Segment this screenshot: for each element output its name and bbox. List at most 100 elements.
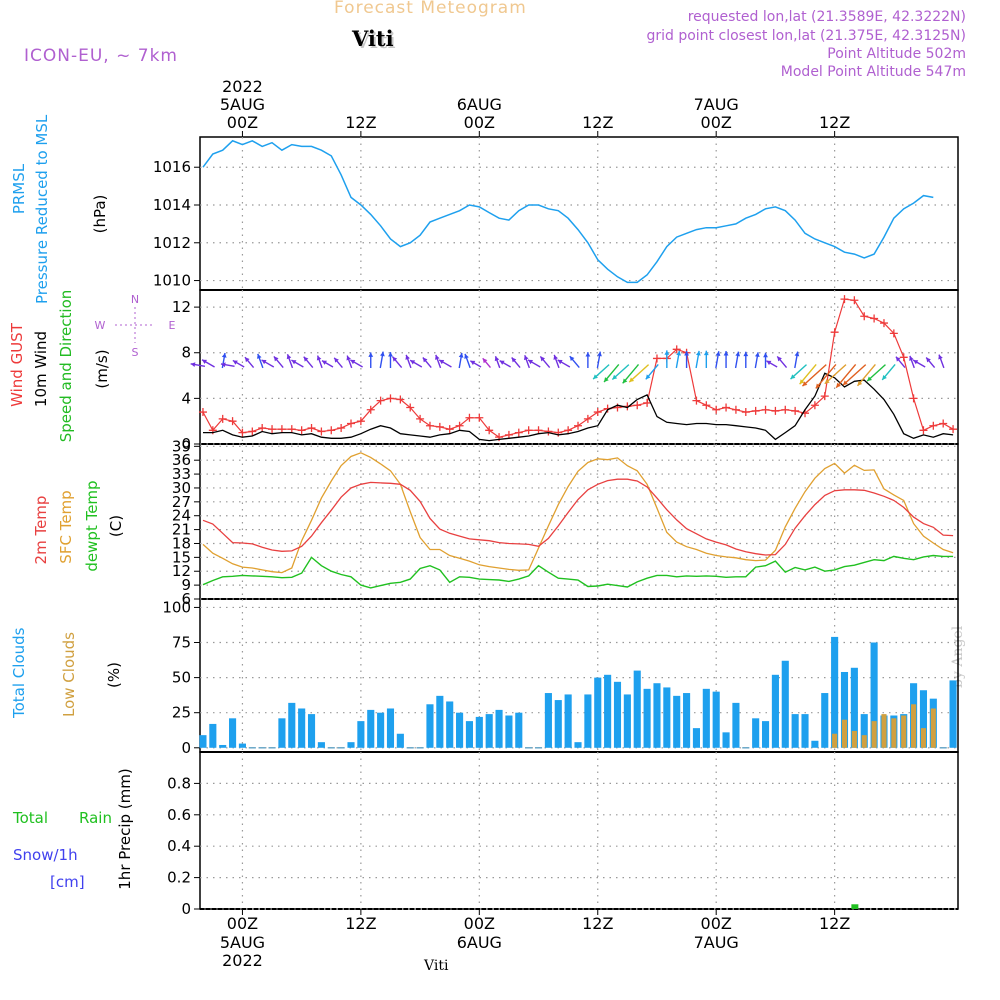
total-cloud-bar bbox=[495, 709, 503, 748]
wind-arrow-head bbox=[695, 350, 701, 356]
wind-arrow-head bbox=[909, 355, 914, 361]
temp-y-tick-label: 36 bbox=[172, 451, 191, 469]
top-time-label: 00Z bbox=[701, 113, 732, 132]
low-cloud-bar bbox=[891, 718, 897, 748]
total-cloud-bar bbox=[485, 714, 493, 748]
top-time-label: 12Z bbox=[345, 113, 376, 132]
gust-marker bbox=[574, 421, 583, 430]
top-time-label: 5AUG bbox=[220, 95, 265, 114]
total-cloud-bar bbox=[456, 712, 464, 748]
rain-bar bbox=[851, 904, 859, 909]
low-cloud-bar bbox=[871, 721, 877, 748]
wind-direction-arrow bbox=[675, 350, 681, 369]
gust-marker bbox=[445, 425, 454, 434]
wind-direction-arrow bbox=[333, 357, 343, 368]
wind-direction-arrow bbox=[201, 359, 215, 368]
temp-y-tick-label: 21 bbox=[172, 521, 191, 539]
wind-direction-arrow bbox=[703, 350, 709, 368]
gust-marker bbox=[198, 408, 207, 417]
wind-arrow-head bbox=[557, 359, 563, 365]
wind-direction-arrow bbox=[409, 359, 423, 368]
gust-marker bbox=[702, 401, 711, 410]
low-cloud-bar bbox=[920, 728, 927, 748]
wind-arrow-head bbox=[523, 355, 529, 361]
wind-arrow-head bbox=[540, 356, 546, 362]
total-cloud-bar bbox=[278, 718, 286, 748]
gust-marker bbox=[277, 425, 286, 434]
total-cloud-bar bbox=[781, 660, 789, 748]
wind-y-tick-label: 12 bbox=[172, 298, 191, 316]
gust-marker bbox=[307, 424, 316, 433]
gust-marker bbox=[751, 406, 760, 415]
wind-arrow-head bbox=[464, 353, 469, 359]
wind-direction-arrow bbox=[232, 359, 245, 368]
wind-direction-arrow bbox=[379, 351, 385, 369]
gust-marker bbox=[376, 396, 385, 405]
wind-direction-arrow bbox=[494, 355, 501, 369]
wind-direction-arrow bbox=[291, 359, 304, 368]
bottom-time-label: 2022 bbox=[222, 951, 263, 970]
total-cloud-bar bbox=[732, 702, 740, 748]
wind-arrow-head bbox=[528, 359, 534, 365]
total-cloud-bar bbox=[613, 681, 622, 748]
model-label: ICON-EU, ~ 7km bbox=[24, 46, 178, 66]
chart-title: Forecast Meteogram bbox=[334, 0, 527, 18]
total-cloud-bar bbox=[683, 693, 691, 748]
wind-arrow-head bbox=[439, 359, 445, 365]
wind-direction-arrow bbox=[603, 364, 620, 383]
wind-arrow-head bbox=[754, 352, 760, 358]
total-cloud-bar bbox=[396, 733, 404, 748]
pressure-panel-frame bbox=[199, 136, 959, 291]
temp-y-tick-label: 18 bbox=[172, 534, 191, 552]
wind-direction-arrow bbox=[539, 355, 551, 368]
total-cloud-bar bbox=[811, 740, 819, 748]
gust-marker bbox=[781, 405, 790, 414]
total-cloud-bar bbox=[505, 715, 513, 748]
dewpt-line bbox=[202, 554, 954, 589]
wind-arrow-head bbox=[350, 359, 356, 365]
wind-direction-arrow bbox=[316, 355, 323, 369]
total-cloud-bar bbox=[357, 721, 365, 748]
wind-arrow-shaft bbox=[842, 364, 867, 386]
wind-arrow-head bbox=[494, 356, 500, 362]
wind-direction-arrow bbox=[866, 364, 886, 382]
low-cloud-bar bbox=[861, 735, 867, 748]
gust-marker bbox=[425, 421, 434, 430]
gust-marker bbox=[889, 329, 898, 338]
wind-direction-arrow bbox=[715, 351, 721, 369]
wind-arrow-head bbox=[597, 351, 602, 357]
temp-y-tick-label: 27 bbox=[172, 493, 191, 511]
gust-marker bbox=[909, 394, 918, 403]
wind-arrow-head bbox=[190, 362, 196, 367]
top-time-label: 00Z bbox=[227, 113, 258, 132]
compass-s-label: S bbox=[132, 346, 139, 359]
wind-arrow-shaft bbox=[801, 364, 827, 387]
gust-marker bbox=[731, 405, 740, 414]
top-time-label: 12Z bbox=[582, 113, 613, 132]
gust-line bbox=[202, 298, 954, 438]
wind-direction-arrow bbox=[392, 356, 403, 368]
wind-arrow-head bbox=[723, 351, 729, 356]
gust-marker bbox=[218, 414, 227, 423]
wind-direction-arrow bbox=[801, 364, 827, 387]
gust-marker bbox=[356, 417, 365, 426]
wind-arrow-head bbox=[244, 357, 250, 363]
top-time-label: 12Z bbox=[819, 113, 850, 132]
wind-arrow-head bbox=[261, 359, 267, 365]
top-time-label: 6AUG bbox=[457, 95, 502, 114]
pressure-y-tick-label: 1014 bbox=[153, 196, 191, 214]
total-cloud-bar bbox=[870, 642, 878, 748]
bottom-time-label: 00Z bbox=[227, 914, 258, 933]
temp-y-tick-label: 9 bbox=[181, 576, 191, 594]
wind-arrow-head bbox=[794, 351, 800, 357]
wind-arrow-head bbox=[368, 352, 374, 357]
total-cloud-bar bbox=[307, 714, 316, 748]
wind-direction-arrow bbox=[557, 359, 571, 368]
low-cloud-bar bbox=[841, 719, 848, 748]
low-cloud-bar bbox=[851, 730, 857, 748]
wind-direction-arrow bbox=[766, 360, 778, 368]
wind-arrow-head bbox=[715, 351, 721, 357]
gust-marker bbox=[435, 422, 444, 431]
wind-direction-arrow bbox=[350, 359, 363, 368]
wind-direction-arrow bbox=[346, 355, 353, 369]
